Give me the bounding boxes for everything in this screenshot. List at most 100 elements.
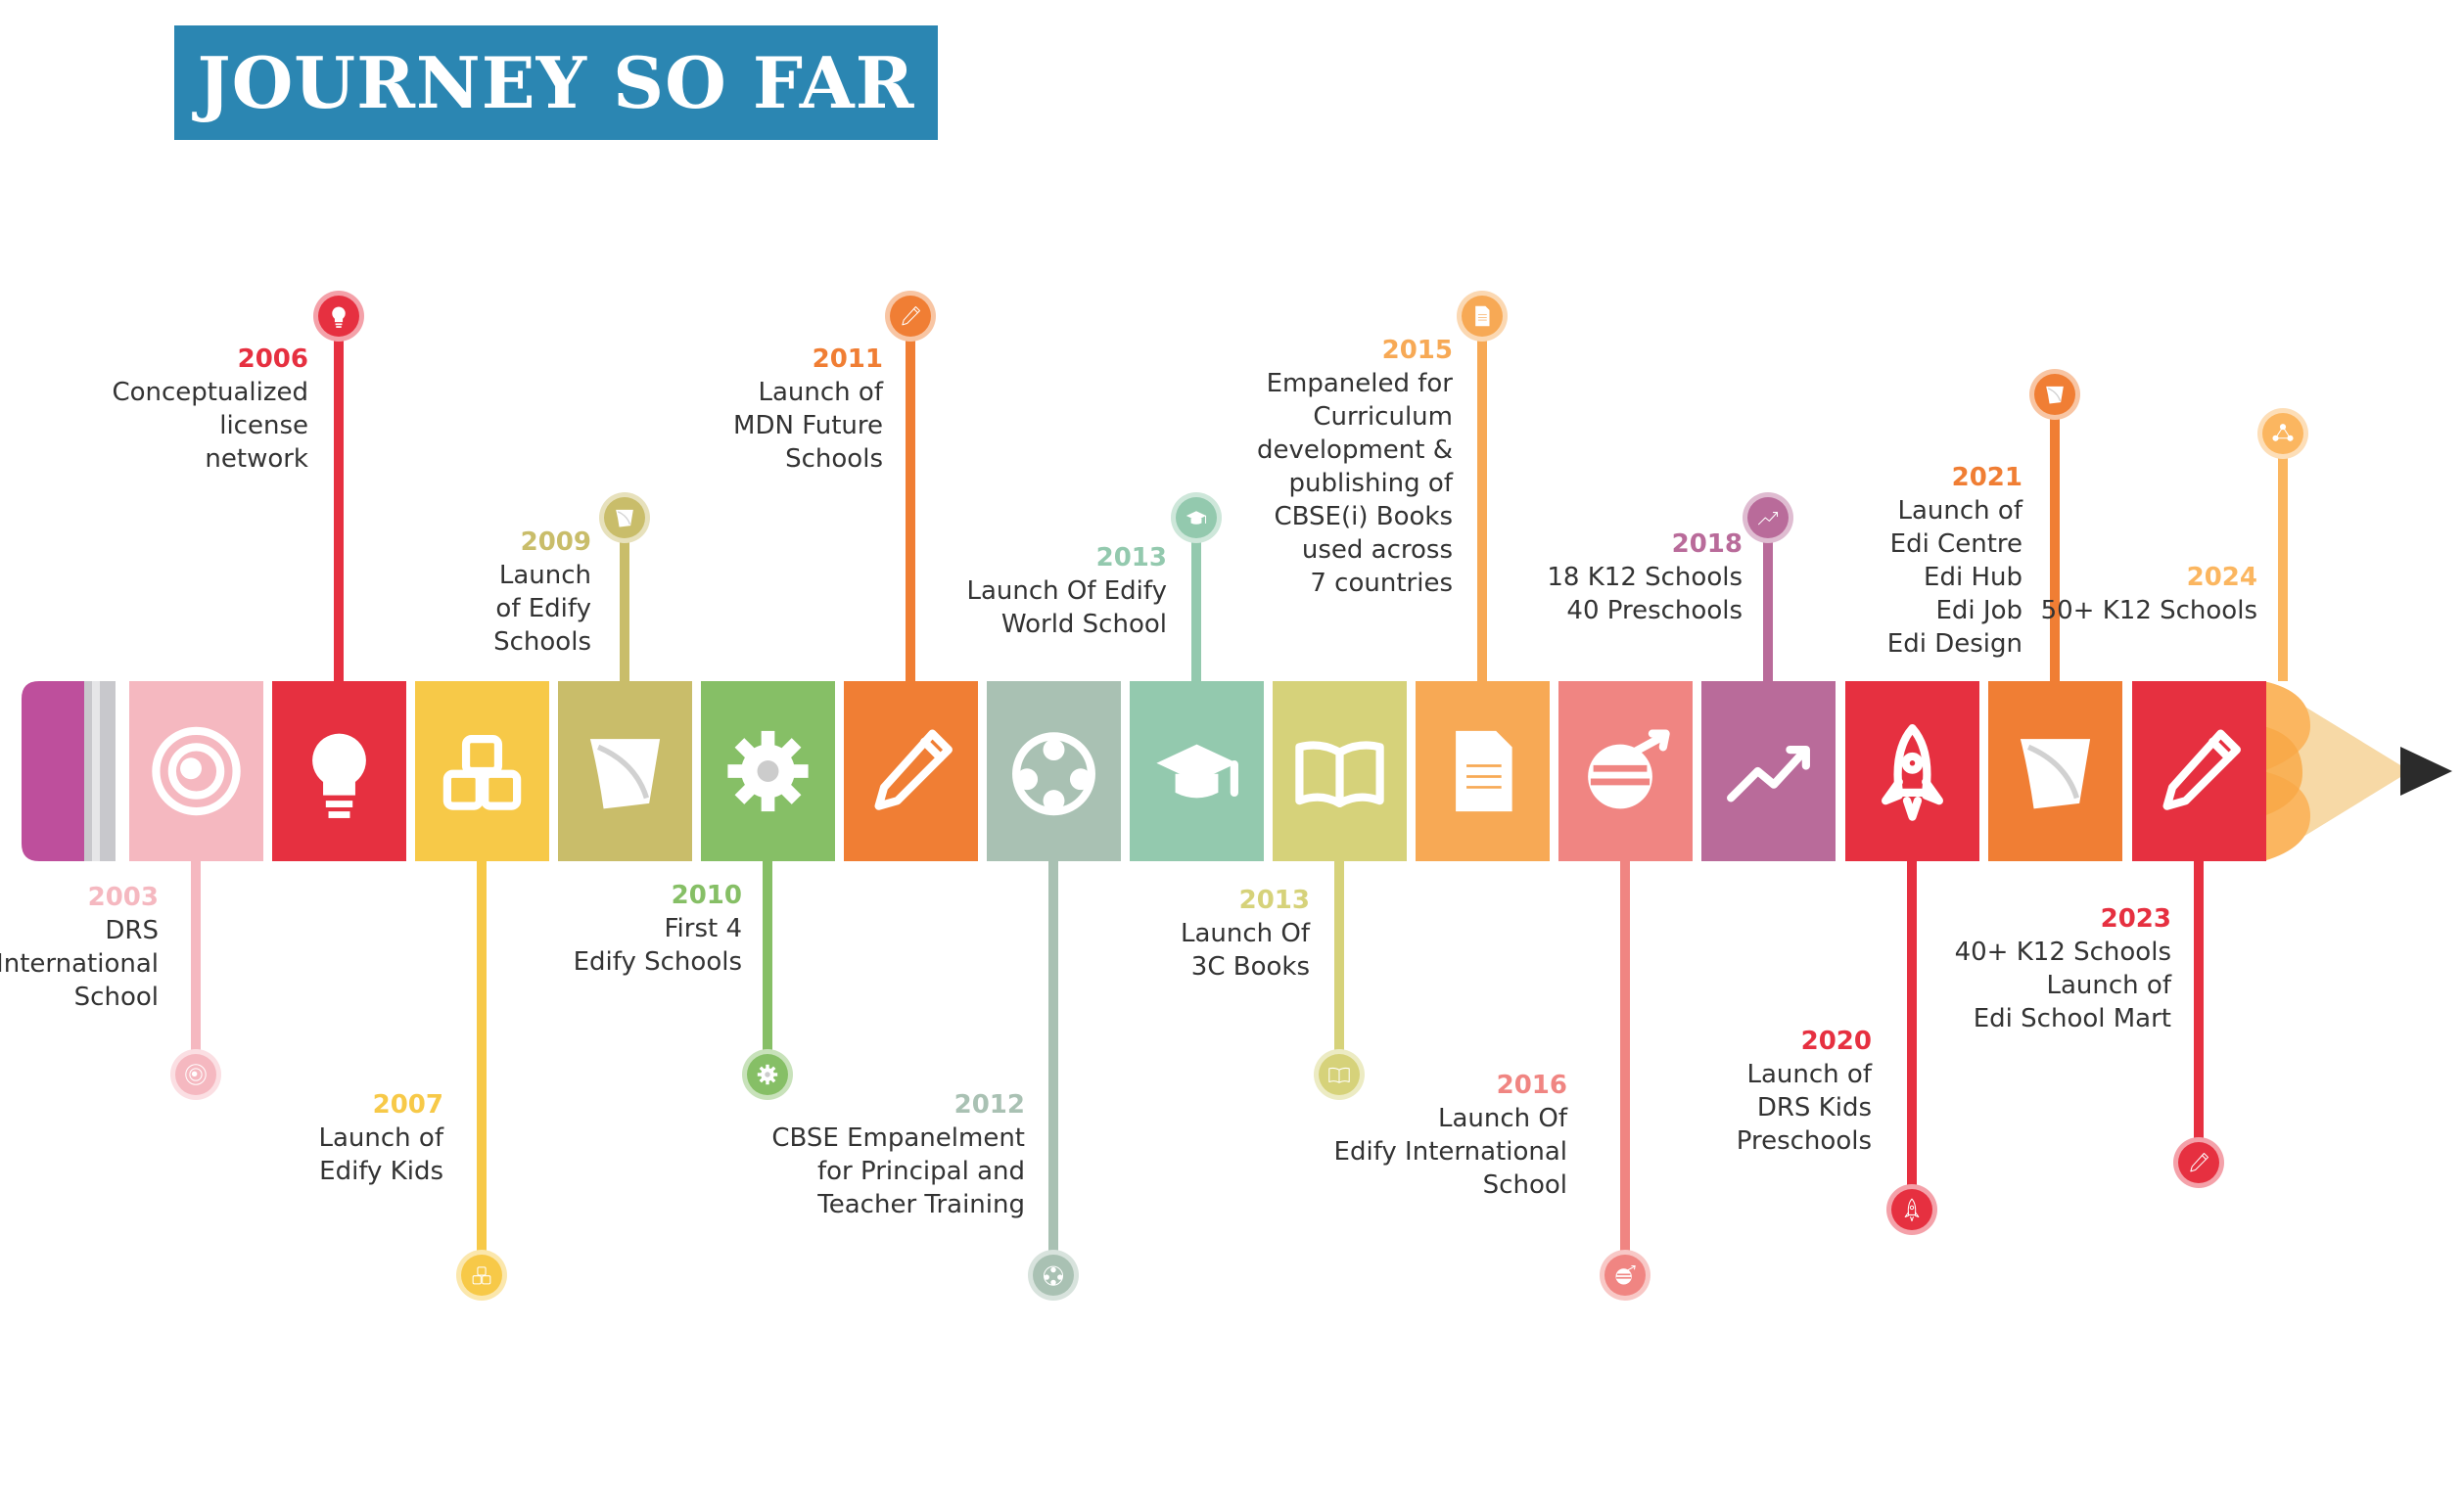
- milestone-text: Conceptualized: [112, 378, 308, 407]
- milestone-label: 2023 40+ K12 Schools Launch of Edi School M…: [1955, 902, 2171, 1035]
- milestone-connector: [906, 316, 915, 681]
- milestone-year: 2016: [1496, 1071, 1567, 1100]
- edify-logo-icon: [616, 509, 633, 527]
- milestone-text: MDN Future: [733, 411, 883, 440]
- milestone-text: Edify International: [1333, 1137, 1567, 1167]
- milestone-text: publishing of: [1288, 469, 1454, 498]
- milestone-node: [1600, 1250, 1650, 1301]
- milestone-text: School: [1482, 1170, 1567, 1200]
- people-network-icon: [1043, 1265, 1064, 1286]
- milestone-text: Launch of: [1897, 496, 2022, 526]
- rocket-icon: [1904, 1198, 1920, 1222]
- timeline-segment-2020: [1845, 681, 1979, 861]
- pencil-icon: [874, 729, 953, 810]
- globe-arrow-icon: [1588, 729, 1670, 809]
- timeline-segment-2016: [1558, 681, 1693, 861]
- milestone-label: 2018 18 K12 Schools 40 Preschools: [1547, 527, 1743, 627]
- milestone-text: Preschools: [1736, 1126, 1872, 1156]
- timeline-segment-2013: [1273, 681, 1407, 861]
- milestone-text: Launch Of: [1180, 919, 1310, 948]
- milestone-connector: [1907, 861, 1917, 1210]
- milestone-node: [313, 291, 364, 342]
- timeline-segment-2010: [701, 681, 835, 861]
- milestone-text: Launch of: [1746, 1060, 1872, 1089]
- timeline-segment-2015: [1416, 681, 1550, 861]
- edify-logo-icon: [589, 739, 661, 809]
- milestone-connector: [1620, 861, 1630, 1275]
- milestone-year: 2013: [1238, 886, 1310, 915]
- milestone-label: 2015 Empaneled for Curriculum development &…: [1257, 334, 1453, 600]
- timeline-segment-2007: [415, 681, 549, 861]
- milestone-connector: [1334, 861, 1344, 1075]
- rocket-icon: [1881, 724, 1944, 821]
- milestone-label: 2011 Launch of MDN Future Schools: [733, 343, 883, 476]
- milestone-text: of Edify: [495, 594, 591, 623]
- network-icon: [2272, 424, 2294, 441]
- milestone-text: 18 K12 Schools: [1547, 563, 1743, 592]
- milestone-text: Edify Schools: [573, 947, 742, 977]
- page-title: JOURNEY SO FAR: [197, 41, 915, 124]
- graduation-cap-icon: [1156, 744, 1238, 799]
- abc-blocks-icon: [442, 735, 522, 810]
- pencil-icon: [902, 305, 921, 326]
- milestone-text: CBSE Empanelment: [771, 1123, 1025, 1153]
- milestone-label: 2024 50+ K12 Schools: [2041, 561, 2257, 627]
- milestone-year: 2013: [1095, 543, 1167, 573]
- timeline-segment-2009: [558, 681, 692, 861]
- milestone-label: 2007 Launch of Edify Kids: [319, 1088, 443, 1188]
- edify-logo-icon: [2046, 386, 2064, 404]
- swirl-icon: [152, 726, 241, 816]
- milestone-text: Teacher Training: [817, 1190, 1025, 1219]
- milestone-year: 2010: [671, 881, 742, 910]
- milestone-text: Edi Job: [1935, 596, 2023, 625]
- milestone-node: [2257, 408, 2308, 459]
- graduation-cap-icon: [1186, 511, 1207, 525]
- milestone-text: Launch of: [2046, 971, 2171, 1000]
- milestone-connector: [191, 861, 201, 1075]
- milestone-text: Edi Design: [1886, 629, 2022, 659]
- milestone-node: [1743, 492, 1793, 543]
- swirl-icon: [185, 1064, 207, 1085]
- milestone-node: [1171, 492, 1222, 543]
- milestone-label: 2016 Launch Of Edify International School: [1334, 1069, 1567, 1202]
- title-banner: JOURNEY SO FAR: [174, 25, 938, 140]
- pencil-icon: [2162, 729, 2241, 810]
- milestone-connector: [334, 316, 344, 681]
- lightbulb-icon: [332, 306, 346, 328]
- milestone-text: development &: [1256, 435, 1453, 465]
- milestone-label: 2009 Launch of Edify Schools: [493, 526, 591, 659]
- milestone-year: 2024: [2186, 563, 2257, 592]
- gear-icon: [727, 730, 809, 812]
- milestone-text: Edify Kids: [319, 1157, 443, 1186]
- milestone-label: 2021 Launch of Edi Centre Edi Hub Edi Job Edi…: [1887, 461, 2022, 661]
- lightbulb-icon: [312, 733, 366, 818]
- milestone-node: [2029, 369, 2080, 420]
- milestone-node: [742, 1049, 793, 1100]
- trend-up-icon: [1757, 512, 1779, 526]
- milestone-year: 2018: [1671, 529, 1743, 559]
- milestone-connector: [1191, 518, 1201, 681]
- milestone-connector: [1048, 861, 1058, 1275]
- milestone-text: Empaneled for: [1266, 369, 1453, 398]
- milestone-text: Edi Centre: [1889, 529, 2022, 559]
- timeline-segment-2018: [1701, 681, 1836, 861]
- milestone-text: 50+ K12 Schools: [2040, 596, 2257, 625]
- milestone-year: 2015: [1381, 336, 1453, 365]
- milestone-node: [1457, 291, 1508, 342]
- document-icon: [1456, 730, 1512, 812]
- milestone-node: [1886, 1184, 1937, 1235]
- timeline-segment-2012: [987, 681, 1121, 861]
- milestone-text: DRS: [105, 916, 159, 945]
- milestone-text: Schools: [785, 444, 883, 474]
- milestone-connector: [1477, 316, 1487, 681]
- milestone-text: Schools: [493, 627, 591, 657]
- milestone-year: 2006: [237, 344, 308, 374]
- milestone-year: 2023: [2100, 904, 2171, 934]
- milestone-label: 2006 Conceptualized license network: [112, 343, 308, 476]
- milestone-node: [1028, 1250, 1079, 1301]
- milestone-year: 2012: [953, 1090, 1025, 1120]
- milestone-year: 2011: [812, 344, 883, 374]
- milestone-text: Launch Of: [1437, 1104, 1567, 1133]
- milestone-connector: [620, 518, 629, 681]
